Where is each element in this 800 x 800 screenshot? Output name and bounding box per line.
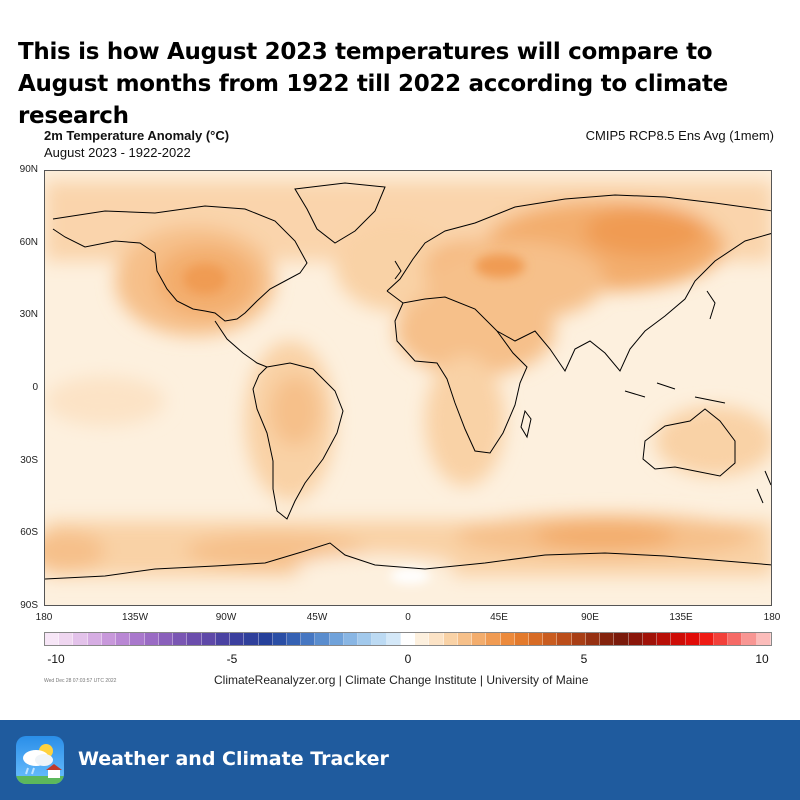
app-name: Weather and Climate Tracker (78, 748, 389, 770)
lon-label: 135W (121, 612, 149, 623)
headline: This is how August 2023 temperatures wil… (18, 39, 728, 129)
color-scale-swatch (486, 633, 501, 645)
lon-label: 45W (306, 612, 328, 623)
color-scale-bar (44, 632, 772, 646)
anomaly-shading (45, 181, 771, 584)
color-scale-swatch (329, 633, 344, 645)
color-scale-swatch (215, 633, 231, 645)
color-scale-label: 5 (580, 652, 588, 666)
color-scale-swatch (244, 633, 259, 645)
color-scale-swatch (642, 633, 658, 645)
color-scale-swatch (671, 633, 686, 645)
color-scale-swatch (59, 633, 74, 645)
color-scale-swatch (101, 633, 117, 645)
color-scale-swatch (429, 633, 444, 645)
color-scale-swatch (585, 633, 601, 645)
color-scale-swatch (343, 633, 359, 645)
map-title: 2m Temperature Anomaly (°C) (44, 128, 230, 143)
lon-label: 180 (763, 612, 781, 623)
color-scale-swatch (230, 633, 245, 645)
source-credits: ClimateReanalyzer.org | Climate Change I… (214, 673, 589, 687)
lon-label: 0 (405, 612, 411, 623)
color-scale-swatch (657, 633, 672, 645)
lon-label: 90W (215, 612, 237, 623)
run-date: Wed Dec 28 07:03:57 UTC 2022 (44, 678, 117, 684)
color-scale-swatch (714, 633, 729, 645)
color-scale-swatch (415, 633, 430, 645)
anomaly-highlights (183, 254, 525, 584)
color-scale-label: 10 (755, 652, 769, 666)
color-scale-swatch (116, 633, 131, 645)
lat-label: 90N (19, 164, 38, 175)
lon-label: 90E (581, 612, 599, 623)
color-scale-swatch (557, 633, 572, 645)
color-scale-swatch (699, 633, 715, 645)
color-scale-swatch (158, 633, 174, 645)
coastlines (45, 182, 771, 580)
lat-label: 30S (20, 455, 38, 466)
lat-label: 60S (20, 527, 38, 538)
map-subtitle: August 2023 - 1922-2022 (44, 145, 191, 160)
weather-cloud-house-icon (16, 736, 64, 784)
color-scale-swatch (173, 633, 188, 645)
color-scale-swatch (301, 633, 316, 645)
color-scale-swatch (87, 633, 102, 645)
color-scale-swatch (514, 633, 529, 645)
color-scale-swatch (742, 633, 757, 645)
color-scale-swatch (386, 633, 401, 645)
color-scale-swatch (315, 633, 330, 645)
color-scale-swatch (457, 633, 473, 645)
color-scale-swatch (685, 633, 700, 645)
footer-banner: Weather and Climate Tracker (0, 720, 800, 800)
color-scale-swatch (571, 633, 586, 645)
lon-label: 180 (35, 612, 53, 623)
color-scale-swatch (600, 633, 615, 645)
anomaly-map-graphic (45, 181, 771, 584)
color-scale-swatch (144, 633, 159, 645)
lat-label: 0 (32, 382, 38, 393)
color-scale-swatch (400, 633, 416, 645)
color-scale-swatch (73, 633, 88, 645)
color-scale-swatch (614, 633, 629, 645)
lat-label: 60N (19, 237, 38, 248)
color-scale-swatch (528, 633, 544, 645)
anomaly-map (44, 170, 772, 606)
color-scale-swatch (272, 633, 287, 645)
color-scale-swatch (628, 633, 643, 645)
color-scale-swatch (187, 633, 202, 645)
color-scale-label: -10 (47, 652, 65, 666)
lat-label: 90S (20, 600, 38, 611)
color-scale-swatch (443, 633, 458, 645)
color-scale-swatch (286, 633, 302, 645)
lat-label: 30N (19, 309, 38, 320)
lon-label: 45E (490, 612, 508, 623)
color-scale-swatch (130, 633, 145, 645)
color-scale-swatch (258, 633, 273, 645)
color-scale-swatch (543, 633, 558, 645)
color-scale-swatch (358, 633, 373, 645)
color-scale-swatch (756, 633, 771, 645)
color-scale-swatch (728, 633, 743, 645)
color-scale-label: -5 (226, 652, 238, 666)
color-scale-swatch (201, 633, 216, 645)
color-scale-label: 0 (404, 652, 412, 666)
lon-label: 135E (669, 612, 693, 623)
map-model-label: CMIP5 RCP8.5 Ens Avg (1mem) (585, 128, 774, 143)
color-scale-swatch (45, 633, 60, 645)
color-scale-swatch (372, 633, 387, 645)
color-scale-swatch (472, 633, 487, 645)
color-scale-swatch (500, 633, 515, 645)
